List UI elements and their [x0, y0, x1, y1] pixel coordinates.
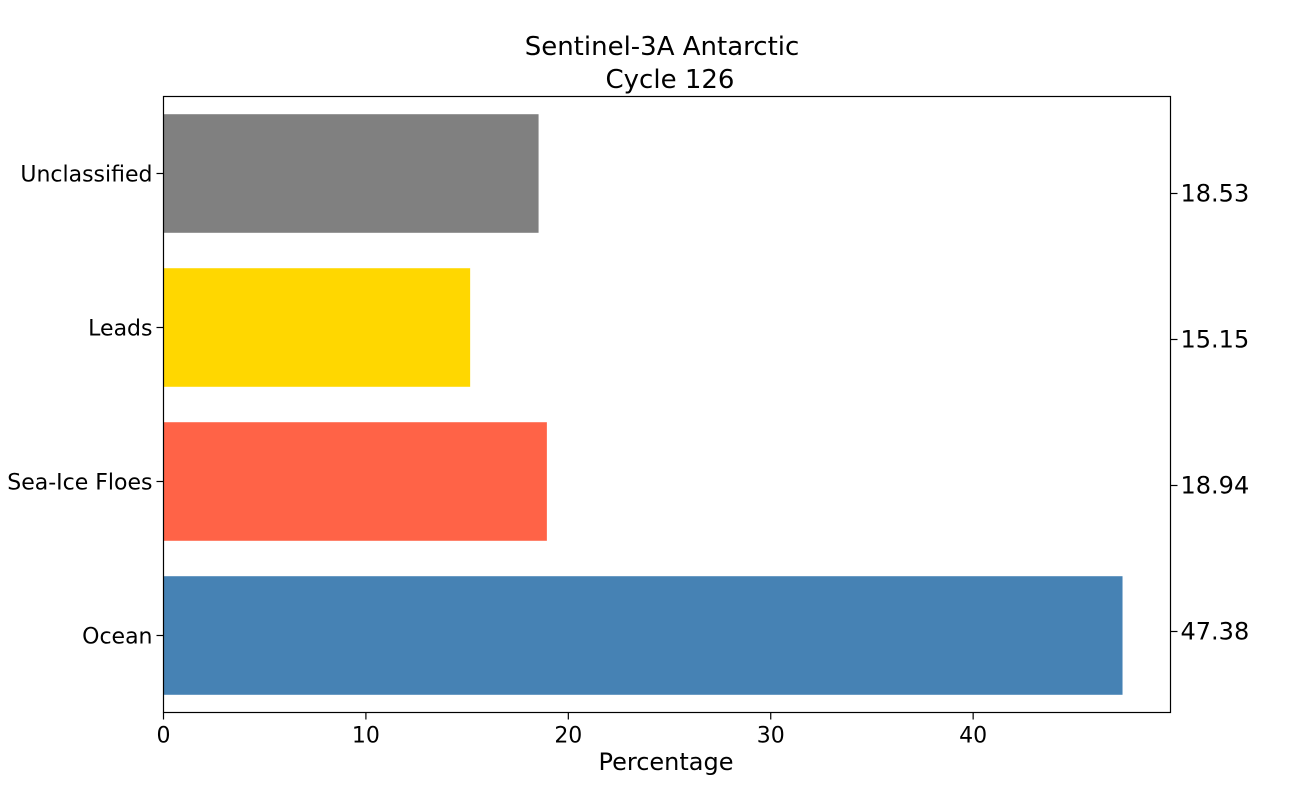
bar-ocean	[163, 576, 1123, 695]
x-tick-label: 30	[757, 724, 785, 749]
bar-value-label: 18.94	[1181, 472, 1250, 500]
y-tick-label: Ocean	[82, 625, 152, 650]
x-tick-label: 40	[959, 724, 987, 749]
chart-title-line-2: Cycle 126	[606, 65, 735, 95]
bar-value-label: 18.53	[1181, 180, 1250, 208]
bar-value-label: 15.15	[1181, 326, 1250, 354]
plot-frame	[162, 95, 1172, 714]
x-axis-label: Percentage	[598, 748, 733, 776]
bar-value-label: 47.38	[1181, 618, 1250, 646]
ticks-layer: Ocean 47.38 Sea-Ice Floes 18.94 Leads 15.15 Un…	[7, 163, 1249, 749]
y-tick-label: Leads	[88, 317, 152, 342]
bar-unclassified	[163, 114, 539, 233]
y-tick-label: Unclassified	[20, 163, 152, 188]
x-tick-label: 0	[157, 724, 171, 749]
bar-leads	[163, 268, 471, 387]
chart-title-line-1: Sentinel-3A Antarctic	[525, 32, 800, 62]
x-tick-label: 20	[554, 724, 582, 749]
bars-layer	[163, 114, 1123, 695]
y-tick-label: Sea-Ice Floes	[7, 471, 152, 496]
x-tick-label: 10	[352, 724, 380, 749]
bar-sea-ice-floes	[163, 422, 547, 541]
